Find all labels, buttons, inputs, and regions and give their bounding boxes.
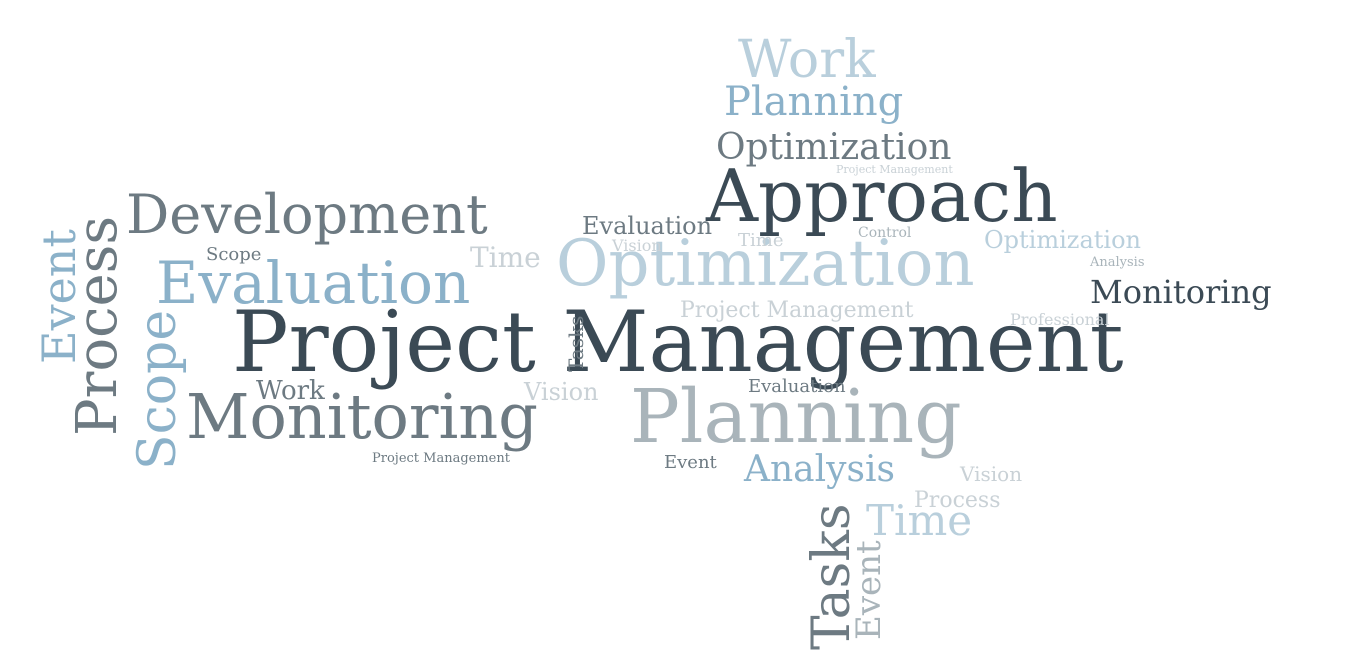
word-process-vertical: Process [65,215,130,436]
word-time-big: Time [866,496,973,545]
word-evaluation-small: Evaluation [582,212,713,240]
word-monitoring-right: Monitoring [1090,273,1272,311]
word-time-tiny: Time [738,230,784,251]
word-work-top: Work [738,30,876,90]
word-development: Development [126,183,488,246]
word-planning-top: Planning [724,79,904,125]
word-analysis-big: Analysis [744,449,895,490]
word-time-small: Time [470,241,541,274]
word-planning-big: Planning [630,374,962,460]
word-scope-vertical: Scope [128,309,188,470]
word-evaluation-mini: Evaluation [748,376,846,397]
word-project-management-mid: Project Management [680,298,914,323]
word-work-small: Work [256,376,325,406]
word-vision-bottom: Vision [524,378,599,406]
word-tasks-small: Tasks [564,315,588,372]
word-control: Control [858,225,912,241]
word-optimization-small: Optimization [984,226,1141,254]
word-event-small: Event [664,452,717,473]
word-analysis-small: Analysis [1090,255,1145,270]
word-event-bottom: Event [849,540,889,640]
word-project-management-tiny: Project Management [836,163,953,176]
word-scope-small: Scope [206,244,262,265]
word-project-management: Project Management [232,293,1124,391]
word-vision-tiny: Vision [960,462,1023,486]
word-professional: Professional [1010,310,1110,329]
word-project-management-small: Project Management [372,451,510,466]
word-vision-small: Vision [612,236,662,255]
word-process-small: Process [914,488,1001,513]
word-approach: Approach [706,154,1058,238]
word-evaluation-big: Evaluation [156,249,471,317]
word-optimization-main: Optimization [556,227,975,301]
word-monitoring-big: Monitoring [186,380,538,453]
word-optimization-top: Optimization [716,127,952,168]
